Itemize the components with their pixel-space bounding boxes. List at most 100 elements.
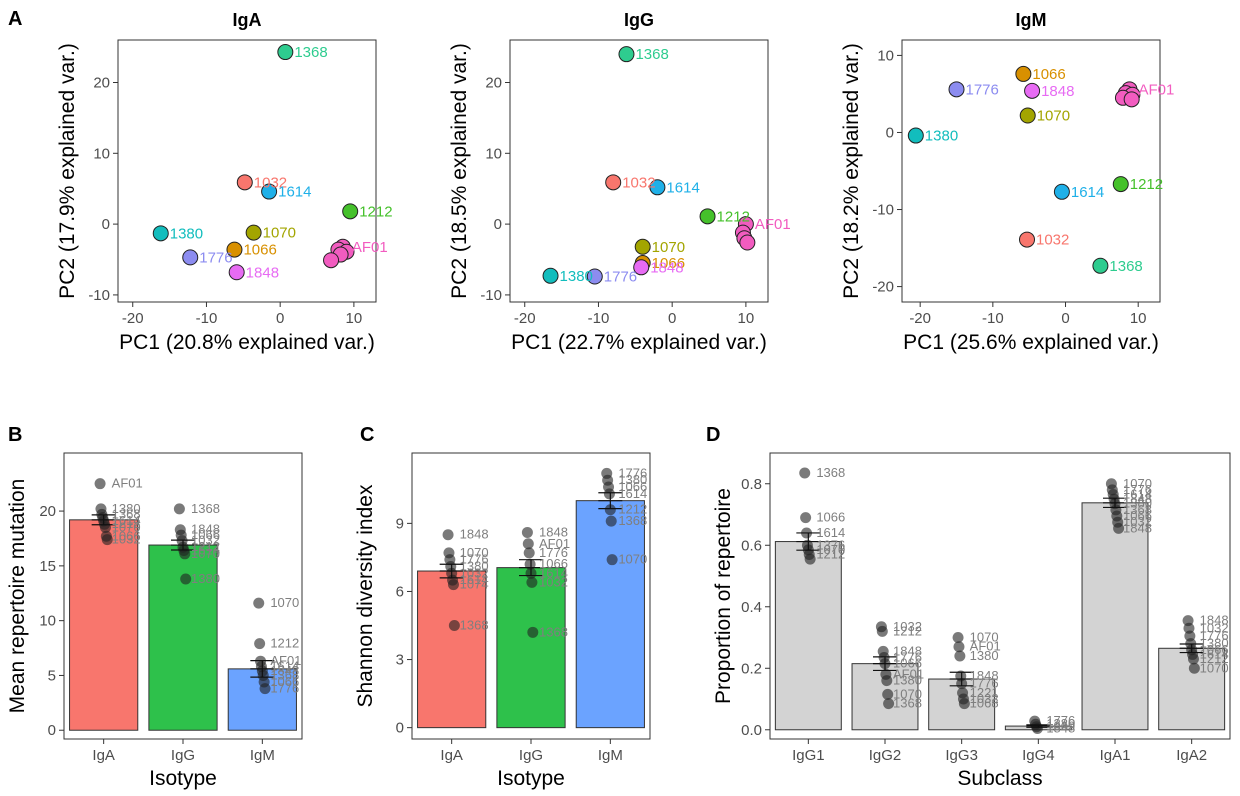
y-tick-label: -20: [872, 279, 894, 296]
data-point: [1053, 183, 1070, 200]
panel-letter-c: C: [360, 424, 374, 446]
y-tick-label: 0: [494, 216, 502, 233]
point-label: 1070: [460, 545, 489, 560]
plot-title: IgG: [624, 10, 654, 30]
data-point: [605, 515, 617, 527]
point-label: AF01: [755, 216, 791, 233]
data-point: [448, 620, 460, 632]
point-label: 1776: [1046, 713, 1075, 728]
point-label: 1848: [1123, 491, 1152, 506]
bar: [417, 570, 487, 729]
x-tick-label: 10: [346, 310, 363, 327]
y-tick-label: 10: [93, 145, 110, 162]
point-label: 1380: [1046, 716, 1075, 731]
y-tick-label: 20: [485, 74, 502, 91]
point-label: 1074: [460, 577, 489, 592]
point-label: 1848: [1046, 721, 1075, 736]
y-tick-label: -10: [872, 202, 894, 219]
data-point: [259, 683, 271, 695]
data-point: [277, 44, 294, 61]
point-label: 1212: [1200, 651, 1229, 666]
data-point: [800, 512, 812, 524]
point-label: 1070: [270, 595, 299, 610]
point-label: 1776: [460, 552, 489, 567]
data-point: [523, 547, 535, 559]
data-point: [226, 241, 243, 258]
data-point: [1092, 257, 1109, 274]
point-label: 1614: [666, 179, 699, 196]
point-label: 1212: [359, 203, 392, 220]
x-tick-label: IgA1: [1100, 747, 1131, 764]
point-label: 1212: [618, 502, 647, 517]
data-point: [649, 179, 666, 196]
y-tick-label: 10: [877, 47, 894, 64]
data-point: [606, 554, 618, 566]
x-tick-label: 0: [276, 310, 284, 327]
bar: [496, 567, 566, 729]
data-point: [907, 127, 924, 144]
point-label: 1070: [970, 630, 999, 645]
point-label: 1212: [1130, 176, 1163, 193]
data-point: [179, 548, 191, 560]
data-point: [618, 46, 635, 63]
bar-plot-shannon: 0369IgA18481070177613801032161410741368I…: [354, 452, 651, 790]
point-label: 1221: [970, 685, 999, 700]
point-label: 1368: [635, 46, 668, 63]
x-tick-label: 0: [1061, 310, 1069, 327]
data-point: [442, 529, 454, 541]
x-tick-label: 10: [1130, 310, 1147, 327]
point-label: 1032: [539, 574, 568, 589]
point-label: 1380: [925, 128, 958, 145]
point-label: 1776: [270, 681, 299, 696]
point-label: 1066: [539, 556, 568, 571]
y-axis-title: Shannon diversity index: [354, 484, 377, 707]
panel-letter-d: D: [706, 424, 720, 446]
point-label: 1368: [112, 506, 141, 521]
data-point: [876, 625, 888, 637]
bar: [774, 541, 842, 731]
point-label: 1848: [970, 668, 999, 683]
point-label: 1368: [618, 513, 647, 528]
data-point: [173, 503, 185, 515]
point-label: 1776: [1123, 482, 1152, 497]
point-label: 1614: [191, 543, 220, 558]
point-label: 1070: [816, 542, 845, 557]
data-point: [527, 626, 539, 638]
point-label: 1032: [112, 532, 141, 547]
x-tick-label: -10: [196, 310, 218, 327]
point-label: 1368: [294, 44, 327, 61]
point-label: 1212: [191, 539, 220, 554]
y-tick-label: 0: [48, 722, 56, 739]
point-label: 1380: [970, 648, 999, 663]
x-tick-label: -20: [514, 310, 536, 327]
x-tick-label: IgG2: [869, 747, 902, 764]
point-label: 1066: [618, 479, 647, 494]
point-label: 1614: [618, 486, 647, 501]
point-label: 1380: [460, 558, 489, 573]
data-point: [342, 203, 359, 220]
data-point: [952, 632, 964, 644]
data-point: [586, 268, 603, 285]
point-label: 1776: [199, 249, 232, 266]
plot-title: IgA: [233, 10, 262, 30]
x-axis-title: PC1 (22.7% explained var.): [511, 331, 767, 354]
point-label: 1776: [618, 465, 647, 480]
bar: [69, 519, 139, 731]
point-label: 1368: [1109, 258, 1142, 275]
point-label: 1848: [1041, 83, 1074, 100]
panel-letter-a: A: [8, 8, 22, 30]
point-label: 1368: [539, 624, 568, 639]
data-point: [1187, 653, 1199, 665]
point-label: 1368: [270, 667, 299, 682]
x-tick-label: IgM: [250, 747, 275, 764]
point-label: 1032: [1123, 514, 1152, 529]
data-point: [254, 638, 266, 650]
point-label: 1066: [893, 656, 922, 671]
data-point: [323, 252, 340, 269]
point-label: 1070: [1123, 476, 1152, 491]
bar-plot-subclass: 0.00.20.40.60.8IgG1136810661614137610701…: [712, 452, 1231, 790]
point-label: 1068: [970, 696, 999, 711]
x-tick-label: -10: [982, 310, 1004, 327]
y-tick-label: 0.6: [741, 537, 762, 554]
point-label: 1848: [191, 522, 220, 537]
